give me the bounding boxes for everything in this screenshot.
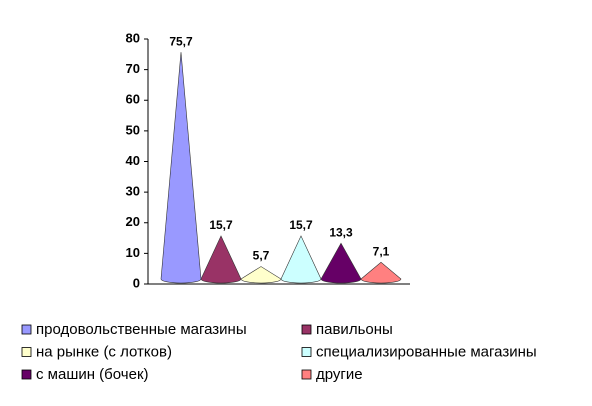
legend-swatch bbox=[21, 324, 32, 335]
y-tick-label: 40 bbox=[126, 153, 140, 168]
legend-label: на рынке (с лотков) bbox=[36, 343, 172, 360]
legend-swatch bbox=[301, 347, 312, 357]
y-tick-label: 30 bbox=[126, 184, 140, 199]
cone bbox=[280, 235, 322, 284]
value-label: 13,3 bbox=[329, 225, 353, 239]
value-label: 15,7 bbox=[289, 218, 313, 232]
value-label: 5,7 bbox=[253, 249, 270, 263]
legend-swatch bbox=[21, 347, 32, 357]
y-tick-label: 80 bbox=[126, 30, 140, 45]
value-label: 7,1 bbox=[373, 244, 390, 258]
legend-swatch bbox=[301, 324, 312, 335]
legend-label: специализированные магазины bbox=[316, 343, 537, 360]
legend-swatch bbox=[301, 369, 312, 380]
cone bbox=[200, 235, 242, 284]
legend-label: другие bbox=[316, 366, 363, 383]
legend-label: павильоны bbox=[316, 321, 393, 338]
y-tick-label: 10 bbox=[126, 245, 140, 260]
cone bbox=[160, 52, 202, 284]
y-tick-label: 70 bbox=[126, 61, 140, 76]
legend-label: продовольственные магазины bbox=[36, 321, 247, 338]
y-tick-label: 60 bbox=[126, 92, 140, 107]
value-label: 15,7 bbox=[209, 218, 233, 232]
legend-label: с машин (бочек) bbox=[36, 366, 149, 383]
cone bbox=[320, 242, 362, 284]
value-label: 75,7 bbox=[169, 34, 193, 48]
y-tick-label: 20 bbox=[126, 214, 140, 229]
cone bbox=[240, 266, 282, 284]
y-tick-label: 50 bbox=[126, 122, 140, 137]
legend-swatch bbox=[21, 369, 32, 380]
y-tick-label: 0 bbox=[133, 275, 140, 290]
cone bbox=[360, 261, 402, 284]
